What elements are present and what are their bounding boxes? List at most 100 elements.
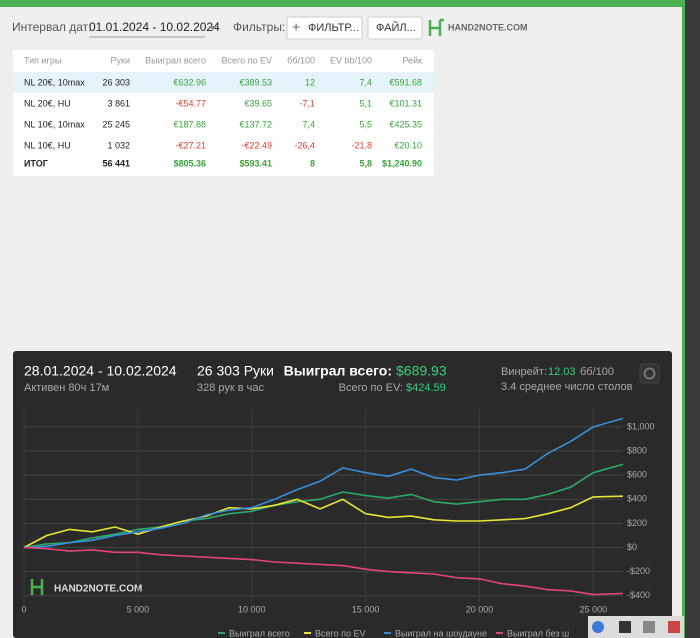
ev-label: Всего по EV: xyxy=(339,382,403,394)
series-line xyxy=(23,495,624,549)
table-cell: NL 20€, 10max xyxy=(24,77,85,87)
x-tick-label: 10 000 xyxy=(238,604,266,614)
winrate-unit: бб/100 xyxy=(580,366,614,378)
table-cell: 7,4 xyxy=(359,77,372,87)
hands: 26 303 Руки xyxy=(197,363,274,379)
watermark: HAND2NOTE.COM xyxy=(54,584,142,595)
table-cell: NL 10€, 10max xyxy=(24,119,85,129)
table-cell: -€27.21 xyxy=(175,140,206,150)
table-header[interactable]: Рейк xyxy=(402,55,422,65)
tray-icon xyxy=(668,621,680,633)
series-line xyxy=(23,417,624,549)
table-header[interactable]: Руки xyxy=(111,55,130,65)
file-button-label[interactable]: ФАЙЛ... xyxy=(376,21,416,34)
table-cell: €389.53 xyxy=(239,77,272,87)
table-header[interactable]: Всего по EV xyxy=(222,55,272,65)
chart-panel xyxy=(13,351,672,638)
table-card xyxy=(13,50,434,176)
y-tick-label: $200 xyxy=(627,518,647,528)
table-cell: 3 861 xyxy=(107,98,130,108)
y-tick-label: -$400 xyxy=(627,590,650,600)
taskbar-tray xyxy=(588,616,684,638)
hands-per-hour: 328 рук в час xyxy=(197,382,265,394)
watermark-icon xyxy=(30,579,44,595)
settings-button[interactable] xyxy=(639,363,660,384)
table-cell: €39.65 xyxy=(244,98,272,108)
table-cell: NL 20€, HU xyxy=(24,98,71,108)
series-line xyxy=(23,546,624,596)
table-cell: €187.88 xyxy=(173,119,206,129)
table-cell: €101.31 xyxy=(389,98,422,108)
table-cell: $805.36 xyxy=(173,158,206,168)
table-cell: €425.35 xyxy=(389,119,422,129)
table-cell: ИТОГ xyxy=(24,158,48,168)
table-cell: €591.68 xyxy=(389,77,422,87)
table-cell: 8 xyxy=(310,158,315,168)
table-cell: NL 10€, HU xyxy=(24,140,71,150)
table-cell: €632.96 xyxy=(173,77,206,87)
winrate-value: 12.03 xyxy=(548,366,576,378)
legend-label[interactable]: Выиграл без ш xyxy=(507,628,569,638)
file-button[interactable] xyxy=(367,16,423,40)
table-cell: 5,5 xyxy=(359,119,372,129)
active-time: Активен 80ч 17м xyxy=(24,382,109,394)
legend-label[interactable]: Выиграл на шоудауне xyxy=(395,628,487,638)
table-cell: -21,8 xyxy=(351,140,372,150)
interval-value[interactable]: 01.01.2024 - 10.02.2024 xyxy=(89,20,220,34)
table-header[interactable]: Выиграл всего xyxy=(145,55,206,65)
filters-label: Фильтры: xyxy=(233,20,285,34)
period: 28.01.2024 - 10.02.2024 xyxy=(24,363,177,379)
x-tick-label: 15 000 xyxy=(352,604,380,614)
settings-icon xyxy=(643,367,656,380)
y-tick-label: -$200 xyxy=(627,566,650,576)
won-value: $689.93 xyxy=(396,363,447,379)
ev-value: $424.59 xyxy=(406,382,446,394)
tray-icon xyxy=(643,621,655,633)
table-cell: €137.72 xyxy=(239,119,272,129)
table: Тип игры Руки Выиграл всего Всего по EV бб/1… xyxy=(24,55,422,168)
legend-label[interactable]: Всего по EV xyxy=(315,628,365,638)
table-header[interactable]: EV bb/100 xyxy=(330,55,372,65)
filter-button-label[interactable]: ФИЛЬТР... xyxy=(308,22,359,34)
line-chart: -$400 -$200 $0 $200 $400 $600 $800 $1,000 0 5 000… xyxy=(21,410,655,638)
table-cell: $1,240.90 xyxy=(382,158,422,168)
series-line xyxy=(23,463,624,549)
table-cell: 1 032 xyxy=(107,140,130,150)
table-cell: 5,8 xyxy=(359,158,372,168)
right-frame-accent xyxy=(682,0,685,638)
top-frame xyxy=(0,0,684,7)
table-header[interactable]: бб/100 xyxy=(287,55,315,65)
table-cell: 26 303 xyxy=(102,77,130,87)
x-tick-label: 20 000 xyxy=(466,604,494,614)
y-tick-label: $1,000 xyxy=(627,421,655,431)
interval-label: Интервал дат: xyxy=(12,20,91,34)
y-tick-label: $400 xyxy=(627,494,647,504)
table-cell: 7,4 xyxy=(302,119,315,129)
table-cell: $593.41 xyxy=(239,158,272,168)
y-tick-label: $800 xyxy=(627,445,647,455)
dropdown-arrow[interactable] xyxy=(209,26,217,30)
filter-button[interactable] xyxy=(286,16,363,40)
x-tick-label: 5 000 xyxy=(127,604,150,614)
y-tick-label: $600 xyxy=(627,470,647,480)
winrate-label: Винрейт: xyxy=(501,366,547,378)
table-cell: -€54.77 xyxy=(175,98,206,108)
logo-icon xyxy=(428,18,444,36)
tray-icon xyxy=(619,621,631,633)
plus-icon: + xyxy=(292,19,300,35)
legend-label[interactable]: Выиграл всего xyxy=(229,628,290,638)
y-tick-label: $0 xyxy=(627,542,637,552)
table-cell: 56 441 xyxy=(102,158,130,168)
x-tick-label: 25 000 xyxy=(580,604,608,614)
won-label: Выиграл всего: xyxy=(284,363,392,379)
right-frame xyxy=(684,0,700,638)
tables-count: 3.4 среднее число столов xyxy=(501,381,633,393)
table-header[interactable]: Тип игры xyxy=(24,55,61,65)
table-cell: -€22.49 xyxy=(241,140,272,150)
x-tick-label: 0 xyxy=(21,604,26,614)
selected-row[interactable] xyxy=(13,72,434,93)
table-cell: -26,4 xyxy=(294,140,315,150)
table-cell: €20.10 xyxy=(394,140,422,150)
table-cell: -7,1 xyxy=(299,98,315,108)
